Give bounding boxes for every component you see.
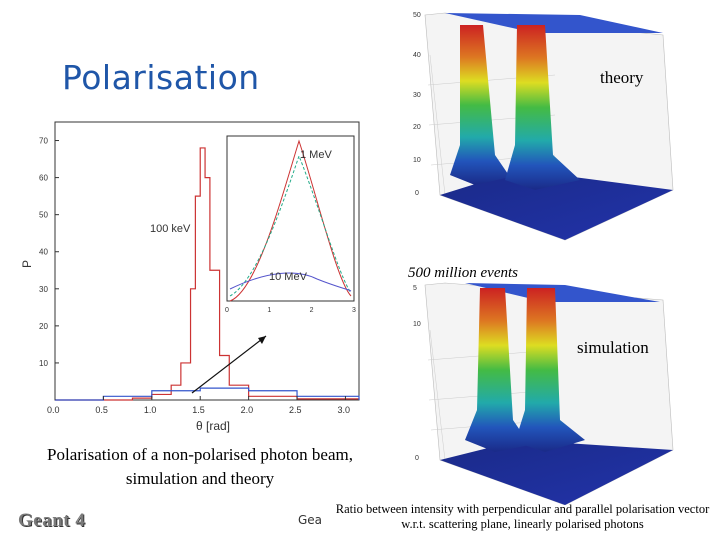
y-tick-label: 70 (39, 137, 48, 146)
annotation-100kev: 100 keV (150, 223, 191, 235)
events-label: 500 million events (408, 265, 518, 281)
simulation-top-plane (465, 283, 660, 302)
svg-text:5: 5 (413, 285, 417, 292)
x-tick-label: 2.5 (289, 405, 302, 415)
x-tick-label: 3.0 (337, 405, 350, 415)
series-blue-line (55, 387, 360, 401)
annotation-1mev: 1 MeV (300, 149, 332, 161)
theory-floor (440, 170, 673, 240)
simulation-floor (440, 440, 673, 505)
simulation-peak-1 (465, 288, 530, 452)
svg-text:10: 10 (413, 157, 421, 164)
inset-x-tick-label: 0 (225, 307, 229, 314)
x-tick-label: 0.5 (95, 405, 108, 415)
slide-title: Polarisation (62, 58, 260, 97)
y-tick-label: 30 (39, 285, 48, 294)
right-caption: Ratio between intensity with perpendicul… (335, 502, 710, 531)
inset-x-tick-label: 1 (267, 307, 271, 314)
simulation-surface-plot: 5 10 0 (413, 282, 674, 505)
inset-1mev-red (229, 139, 352, 302)
x-axis-label: θ [rad] (196, 419, 230, 433)
y-tick-label: 60 (39, 174, 48, 183)
x-tick-label: 2.0 (241, 405, 254, 415)
pointer-arrow (191, 335, 267, 394)
theory-top-plane (445, 13, 663, 33)
x-tick-label: 1.0 (144, 405, 157, 415)
svg-text:30: 30 (413, 92, 421, 99)
y-axis-label: P (22, 260, 34, 268)
annotation-10mev: 10 MeV (269, 271, 308, 283)
arrow-head (258, 336, 266, 344)
x-tick-label: 1.5 (192, 405, 205, 415)
plot-frame (54, 121, 360, 401)
theory-peak-2 (505, 25, 580, 190)
svg-text:50: 50 (413, 12, 421, 19)
theory-peak-1 (450, 25, 510, 185)
svg-text:0: 0 (415, 455, 419, 462)
simulation-peak-2 (515, 288, 585, 452)
svg-text:10: 10 (413, 321, 421, 328)
y-tick-label: 50 (39, 211, 48, 220)
inset-10mev-line (229, 272, 352, 292)
left-caption: Polarisation of a non-polarised photon b… (47, 445, 353, 488)
inset-x-tick-label: 2 (310, 307, 314, 314)
footer-fragment: Gea (298, 513, 323, 527)
svg-text:0: 0 (415, 190, 419, 197)
theory-surface-plot: 50 40 30 20 10 0 (413, 12, 674, 241)
geant4-logo: Geant 4 (18, 510, 86, 531)
theory-label: theory (600, 68, 644, 87)
svg-text:20: 20 (413, 124, 421, 131)
y-tick-label: 20 (39, 322, 48, 331)
x-tick-label: 0.0 (47, 405, 60, 415)
y-tick-label: 10 (39, 359, 48, 368)
y-tick-label: 40 (39, 248, 48, 257)
svg-text:40: 40 (413, 52, 421, 59)
simulation-label: simulation (577, 338, 649, 357)
inset-green-line (229, 154, 352, 297)
inset-x-tick-label: 3 (352, 307, 356, 314)
